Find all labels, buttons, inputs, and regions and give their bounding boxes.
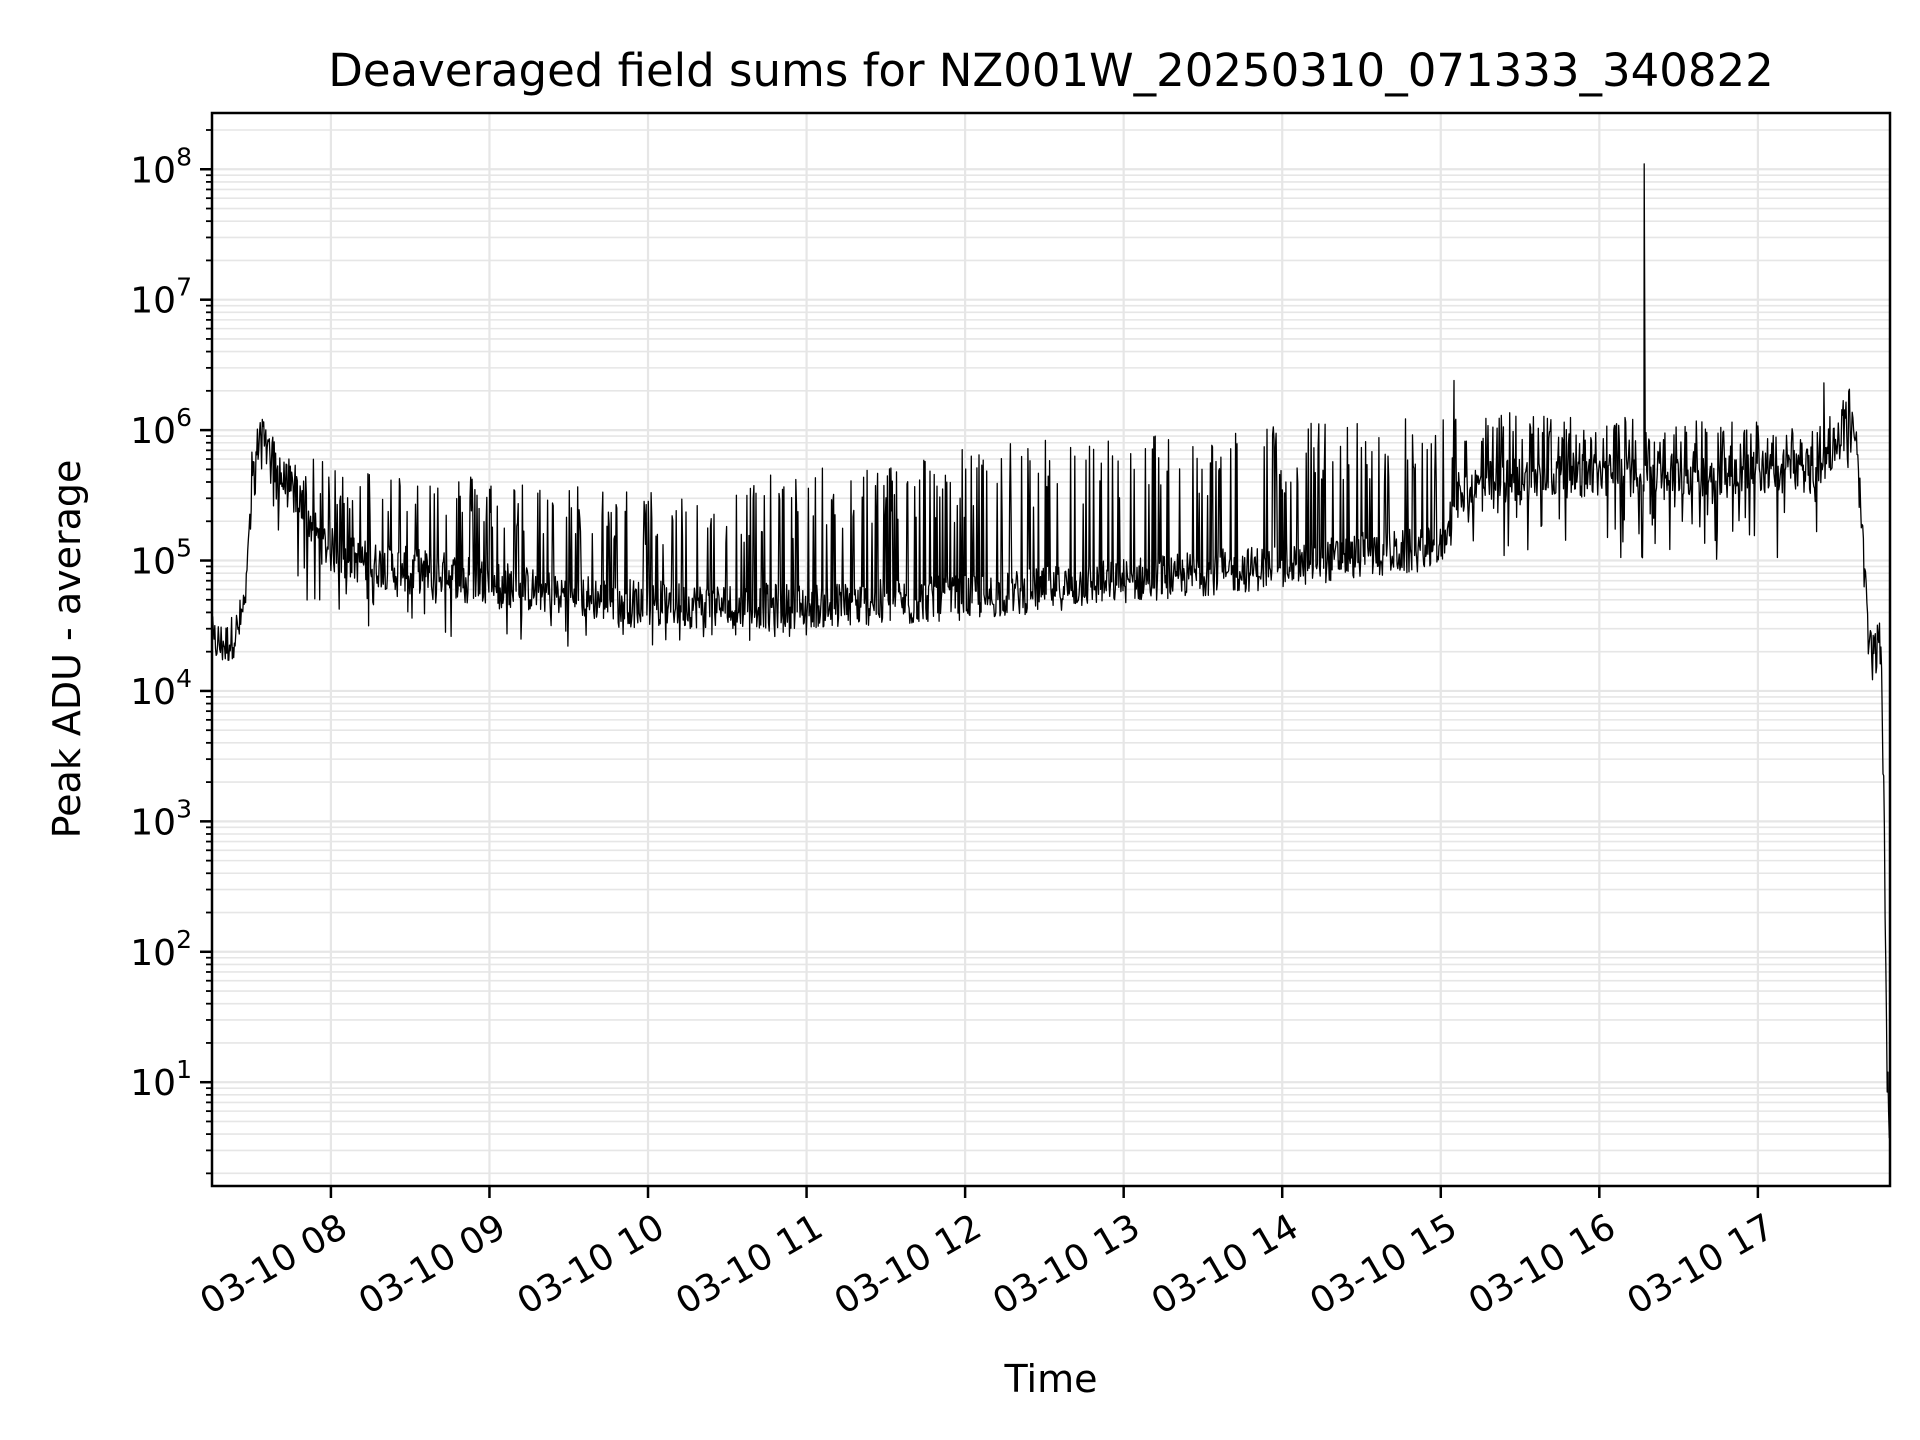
y-tick-label: 102 <box>130 925 192 974</box>
y-tick-label: 108 <box>130 142 192 191</box>
y-axis-label: Peak ADU - average <box>45 460 89 839</box>
x-axis-label: Time <box>1004 1357 1098 1401</box>
y-tick-label: 106 <box>130 403 192 452</box>
y-tick-label: 101 <box>130 1055 192 1104</box>
grid <box>212 113 1890 1186</box>
y-axis-ticks: 101 102 103 104 105 106 107 108 <box>130 129 212 1175</box>
y-tick-label: 104 <box>130 664 192 713</box>
plot-frame <box>210 111 1892 1188</box>
series-line <box>212 163 1890 1139</box>
chart-title: Deaveraged field sums for NZ001W_2025031… <box>328 44 1774 97</box>
y-tick-label: 107 <box>130 273 192 322</box>
series-layer <box>212 163 1890 1139</box>
y-tick-label: 105 <box>130 534 192 583</box>
y-tick-label: 103 <box>130 794 192 843</box>
